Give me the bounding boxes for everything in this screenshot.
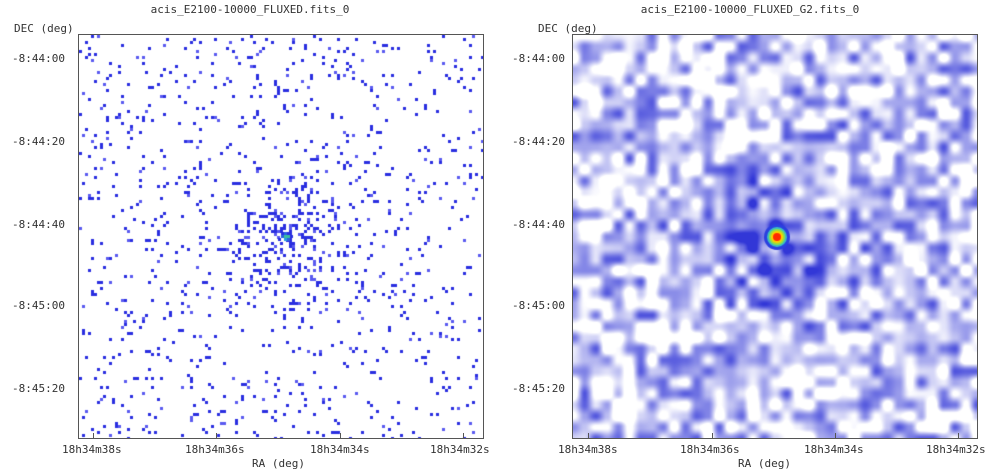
left-x-tick-label: 18h34m36s (185, 443, 245, 456)
right-x-tick-mark (958, 433, 959, 439)
left-x-tick-mark (93, 433, 94, 439)
right-y-tick-label: -8:45:20 (512, 382, 565, 395)
left-image-panel: acis_E2100-10000_FLUXED.fits_0 DEC (deg)… (12, 3, 490, 470)
right-x-tick-mark (712, 433, 713, 439)
left-y-axis-label: DEC (deg) (14, 22, 74, 35)
left-x-tick-mark (463, 433, 464, 439)
left-y-tick-label: -8:44:20 (12, 135, 65, 148)
right-x-tick-label: 18h34m32s (926, 443, 986, 456)
right-x-tick-mark (588, 433, 589, 439)
right-y-tick-label: -8:45:00 (512, 299, 565, 312)
right-image-panel: acis_E2100-10000_FLUXED_G2.fits_0 DEC (d… (500, 0, 1000, 476)
right-y-tick-label: -8:44:40 (512, 218, 565, 231)
left-x-tick-label: 18h34m38s (62, 443, 122, 456)
right-y-axis-label: DEC (deg) (538, 22, 598, 35)
left-y-tick-label: -8:45:00 (12, 299, 65, 312)
right-x-tick-label: 18h34m34s (804, 443, 864, 456)
raw-counts-image (79, 35, 483, 438)
left-x-tick-mark (216, 433, 217, 439)
left-x-tick-label: 18h34m34s (310, 443, 370, 456)
right-x-tick-label: 18h34m36s (680, 443, 740, 456)
right-image-plot[interactable] (572, 34, 978, 439)
right-y-tick-label: -8:44:20 (512, 135, 565, 148)
left-y-tick-label: -8:44:00 (12, 52, 65, 65)
left-y-tick-label: -8:45:20 (12, 382, 65, 395)
left-image-plot[interactable] (78, 34, 484, 439)
left-panel-title: acis_E2100-10000_FLUXED.fits_0 (150, 3, 350, 16)
smoothed-image (573, 35, 977, 438)
left-x-axis-label: RA (deg) (252, 457, 305, 470)
left-x-tick-mark (340, 433, 341, 439)
left-y-tick-label: -8:44:40 (12, 218, 65, 231)
right-x-tick-mark (835, 433, 836, 439)
right-x-axis-label: RA (deg) (738, 457, 791, 470)
right-y-tick-label: -8:44:00 (512, 52, 565, 65)
right-x-tick-label: 18h34m38s (558, 443, 618, 456)
right-panel-title: acis_E2100-10000_FLUXED_G2.fits_0 (640, 3, 860, 16)
left-x-tick-label: 18h34m32s (430, 443, 490, 456)
